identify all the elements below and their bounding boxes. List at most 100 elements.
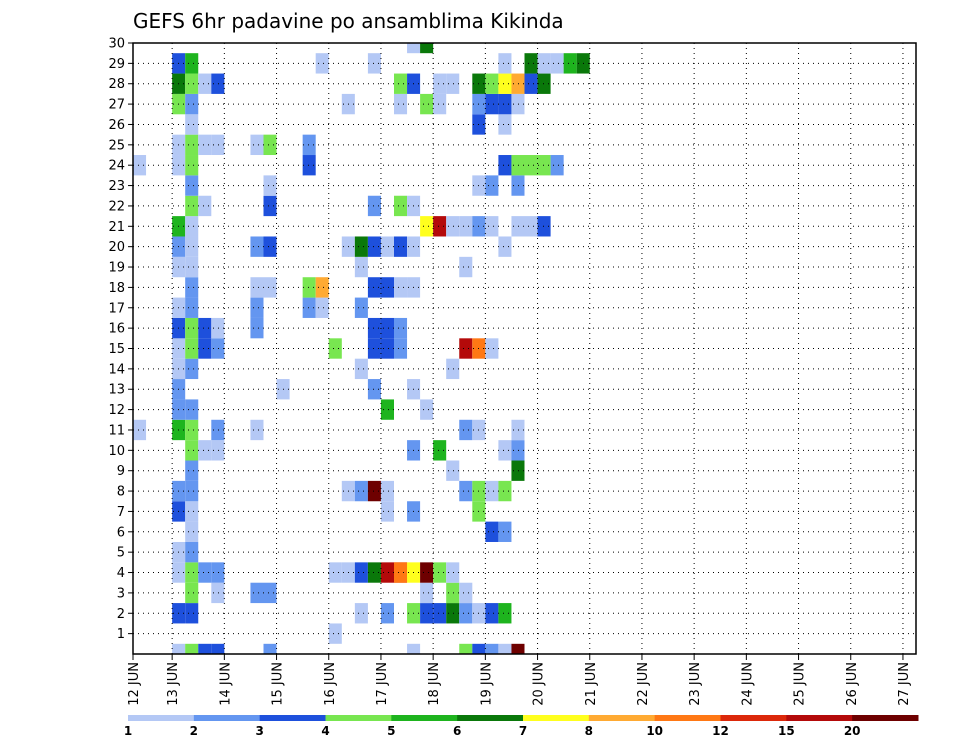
heatmap-cell (198, 195, 212, 217)
heatmap-cell (433, 216, 447, 237)
heatmap-cell (367, 338, 381, 359)
x-tick-label: 18 JUN (427, 662, 442, 706)
colorbar-swatch (523, 715, 590, 721)
heatmap-cell (459, 256, 473, 278)
y-tick-label: 30 (108, 37, 125, 52)
heatmap-cell (537, 216, 551, 237)
heatmap-cell (198, 643, 212, 654)
heatmap-cell (380, 480, 394, 502)
heatmap-cell (446, 603, 460, 624)
heatmap-cell (446, 216, 460, 237)
heatmap-cell (302, 277, 316, 298)
heatmap-cell (420, 582, 434, 604)
heatmap-cell (524, 216, 538, 237)
heatmap-cell (211, 643, 225, 654)
heatmap-cell (172, 643, 186, 654)
heatmap-cell (511, 643, 525, 654)
heatmap-cell (420, 603, 434, 624)
x-tick-label: 20 JUN (532, 662, 547, 706)
colorbar-swatch (457, 715, 524, 721)
heatmap-cell (433, 73, 447, 94)
heatmap-cell (459, 643, 473, 654)
heatmap-cell (485, 521, 499, 542)
heatmap-cell (250, 134, 264, 156)
colorbar-swatch (654, 715, 721, 721)
heatmap-cell (185, 297, 199, 318)
heatmap-cell (485, 643, 499, 654)
heatmap-cell (511, 73, 525, 94)
heatmap-cell (263, 175, 277, 196)
heatmap-cell (446, 562, 460, 583)
y-tick-label: 15 (108, 342, 125, 357)
heatmap-cell (394, 338, 408, 359)
heatmap-cell (433, 603, 447, 624)
y-tick-label: 19 (108, 261, 125, 276)
heatmap-cell (511, 419, 525, 441)
y-tick-label: 5 (117, 546, 125, 561)
heatmap-cell (380, 603, 394, 624)
heatmap-cell (485, 603, 499, 624)
heatmap-cell (563, 53, 577, 74)
grid-lines (133, 42, 916, 654)
heatmap-cell (459, 419, 473, 441)
heatmap-cell (511, 155, 525, 176)
x-tick-label: 13 JUN (166, 662, 181, 706)
y-tick-label: 7 (117, 505, 125, 520)
y-tick-label: 9 (117, 464, 125, 479)
chart-title: GEFS 6hr padavine po ansamblima Kikinda (133, 9, 564, 33)
y-tick-label: 25 (108, 138, 125, 153)
heatmap-cell (198, 562, 212, 583)
heatmap-cell (185, 643, 199, 654)
y-axis: 1234567891011121314151617181920212223242… (108, 37, 133, 642)
heatmap-cell (420, 216, 434, 237)
heatmap-cell (328, 623, 342, 644)
heatmap-cell (446, 582, 460, 604)
heatmap-cell (263, 582, 277, 604)
colorbar-swatch (852, 715, 919, 721)
heatmap-cell (263, 643, 277, 654)
heatmap-cell (198, 73, 212, 94)
heatmap-cell (380, 338, 394, 359)
heatmap-cell (394, 277, 408, 298)
heatmap-cell (511, 216, 525, 237)
heatmap-cell (367, 236, 381, 257)
heatmap-cell (185, 134, 199, 156)
x-tick-label: 19 JUN (479, 662, 494, 706)
heatmap-cell (250, 277, 264, 298)
heatmap-cell (250, 236, 264, 257)
y-tick-label: 3 (117, 586, 125, 601)
heatmap-cell (394, 236, 408, 257)
heatmap-cell (263, 134, 277, 156)
y-tick-label: 27 (108, 98, 125, 113)
heatmap-cell (420, 562, 434, 583)
y-tick-label: 16 (108, 322, 125, 337)
y-tick-label: 4 (117, 566, 125, 581)
y-tick-label: 23 (108, 179, 125, 194)
heatmap-cell (394, 317, 408, 339)
heatmap-cell (328, 338, 342, 359)
heatmap-cell (185, 480, 199, 502)
heatmap-cell (380, 501, 394, 522)
colorbar-label: 1 (124, 724, 132, 738)
heatmap-cell (420, 399, 434, 420)
heatmap-cell (485, 338, 499, 359)
colorbar-label: 2 (190, 724, 198, 738)
heatmap-cell (380, 317, 394, 339)
heatmap-cell (354, 297, 368, 318)
heatmap-cell (367, 317, 381, 339)
colorbar-label: 7 (519, 724, 527, 738)
y-tick-label: 11 (108, 423, 125, 438)
heatmap-cell (524, 155, 538, 176)
heatmap-cell (185, 501, 199, 522)
heatmap-cell (211, 338, 225, 359)
heatmap-cell (498, 440, 512, 461)
heatmap-cell (524, 53, 538, 74)
heatmap-cell (498, 114, 512, 135)
heatmap-cell (185, 521, 199, 542)
x-tick-label: 14 JUN (218, 662, 233, 706)
y-tick-label: 12 (108, 403, 125, 418)
y-tick-label: 20 (108, 240, 125, 255)
heatmap-cell (185, 114, 199, 135)
heatmap-cell (498, 603, 512, 624)
heatmap-cell (211, 582, 225, 604)
